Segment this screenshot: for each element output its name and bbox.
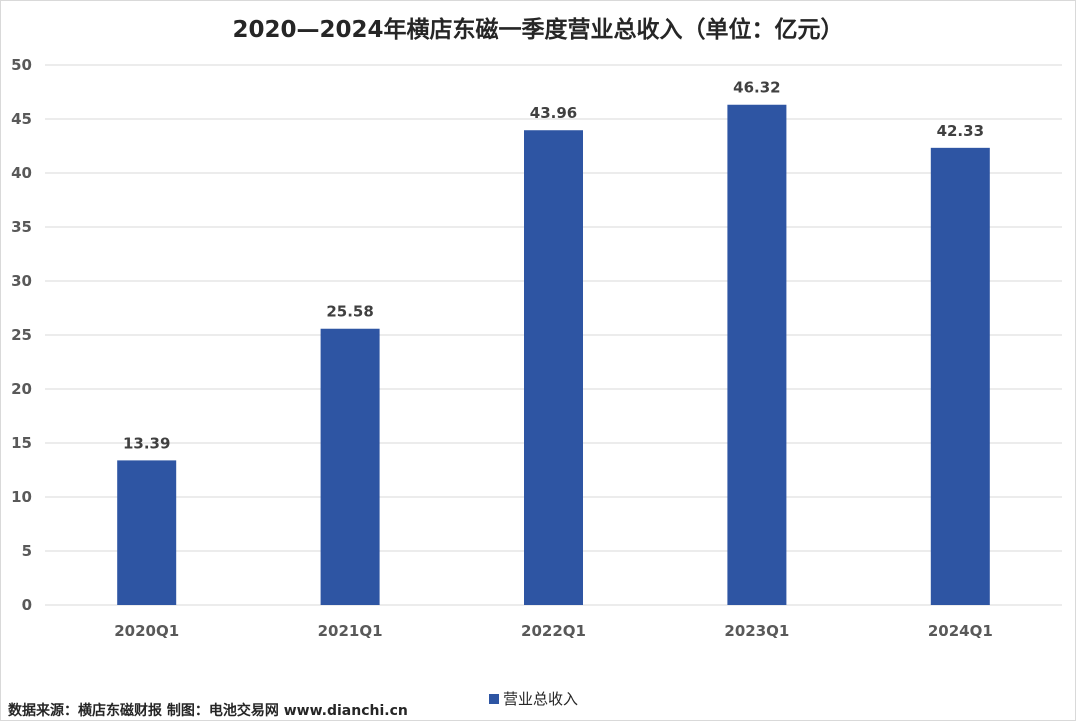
y-axis-ticks: 0 5 10 15 20 25 30 35 40 45 50 bbox=[11, 56, 32, 614]
data-label: 46.32 bbox=[733, 79, 780, 97]
bar bbox=[320, 328, 380, 605]
data-label: 25.58 bbox=[326, 303, 373, 321]
y-tick-label: 15 bbox=[11, 434, 32, 452]
legend-label: 营业总收入 bbox=[503, 690, 579, 708]
x-category-label: 2023Q1 bbox=[724, 622, 789, 640]
bar bbox=[727, 104, 787, 605]
x-category-label: 2020Q1 bbox=[114, 622, 179, 640]
y-tick-label: 5 bbox=[22, 542, 32, 560]
data-labels: 13.39 25.58 43.96 46.32 42.33 bbox=[123, 79, 984, 453]
legend: 营业总收入 bbox=[489, 688, 578, 709]
source-note: 数据来源：横店东磁财报 制图：电池交易网 www.dianchi.cn bbox=[8, 703, 408, 719]
y-tick-label: 50 bbox=[11, 56, 32, 74]
y-tick-label: 35 bbox=[11, 218, 32, 236]
bar bbox=[930, 147, 990, 605]
y-tick-label: 30 bbox=[11, 272, 32, 290]
x-category-label: 2024Q1 bbox=[928, 622, 993, 640]
y-tick-label: 10 bbox=[11, 488, 32, 506]
y-tick-label: 45 bbox=[11, 110, 32, 128]
legend-swatch bbox=[489, 693, 499, 704]
chart-title: 2020—2024年横店东磁一季度营业总收入（单位：亿元） bbox=[232, 17, 844, 43]
y-tick-label: 25 bbox=[11, 326, 32, 344]
y-tick-label: 20 bbox=[11, 380, 32, 398]
x-category-label: 2022Q1 bbox=[521, 622, 586, 640]
data-label: 42.33 bbox=[937, 122, 984, 140]
bar bbox=[117, 460, 177, 605]
bar bbox=[524, 130, 583, 605]
data-label: 13.39 bbox=[123, 434, 170, 452]
x-category-label: 2021Q1 bbox=[318, 622, 383, 640]
data-label: 43.96 bbox=[530, 104, 577, 122]
y-tick-label: 0 bbox=[22, 596, 32, 614]
y-tick-label: 40 bbox=[11, 164, 32, 182]
bars bbox=[117, 104, 990, 605]
x-axis-categories: 2020Q1 2021Q1 2022Q1 2023Q1 2024Q1 bbox=[114, 622, 993, 640]
